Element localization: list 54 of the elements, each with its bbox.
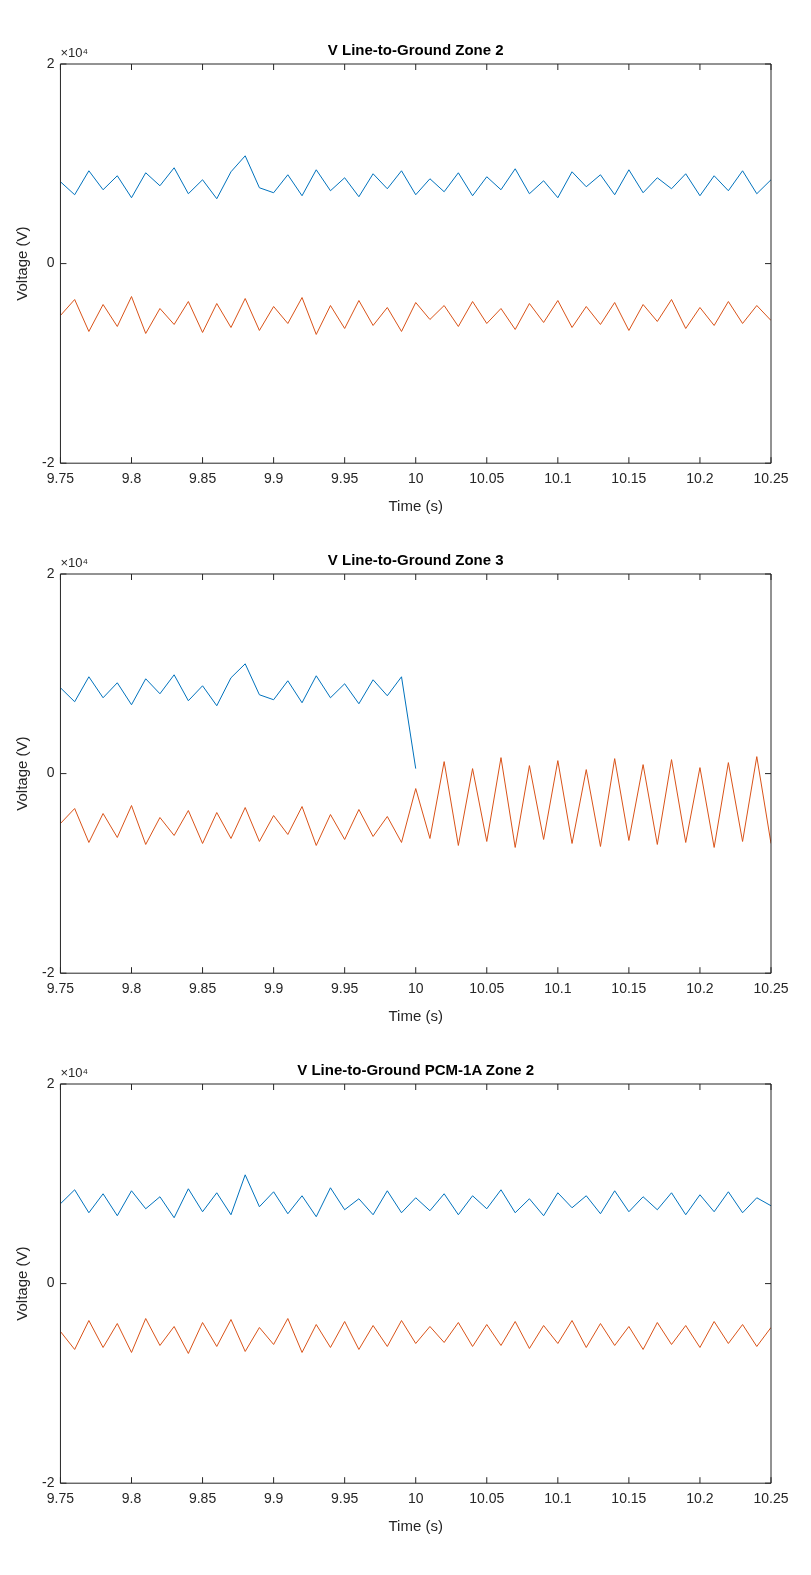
x-tick-label: 9.9: [263, 1490, 284, 1507]
x-tick-label: 10.15: [611, 980, 647, 997]
text: ×10⁴: [60, 1065, 89, 1081]
chart-title: V Line-to-Ground Zone 3: [327, 550, 504, 568]
x-tick-label: 9.95: [331, 980, 359, 997]
x-tick-label: 10.1: [544, 1490, 572, 1507]
x-tick-label: 10.05: [469, 980, 505, 997]
x-tick-label: 10.05: [469, 470, 505, 487]
x-tick-label: 10.15: [611, 1490, 647, 1507]
x-tick-label: 9.75: [46, 980, 75, 997]
x-axis-title: Time (s): [388, 1517, 443, 1535]
x-tick-label: 10: [407, 1490, 424, 1507]
x-axis-title: Time (s): [388, 1007, 443, 1025]
x-tick-label: 10.1: [544, 470, 572, 487]
y-tick-label: 0: [46, 764, 55, 781]
x-tick-label: 10.05: [469, 1490, 505, 1507]
y-tick-label: -2: [42, 454, 55, 471]
x-tick-label: 10.2: [686, 470, 714, 487]
x-tick-label: 9.95: [331, 1490, 359, 1507]
y-tick-label: -2: [42, 964, 55, 981]
x-tick-label: 10.25: [753, 470, 789, 487]
x-tick-label: 10: [407, 470, 424, 487]
x-tick-label: 9.9: [263, 980, 284, 997]
x-tick-label: 10.2: [686, 980, 714, 997]
y-tick-label: 0: [46, 254, 55, 271]
chart-title: V Line-to-Ground Zone 2: [327, 40, 504, 58]
y-axis-title: Voltage (V): [13, 736, 31, 811]
x-axis-title: Time (s): [388, 497, 443, 515]
x-tick-label: 9.95: [331, 470, 359, 487]
x-tick-label: 9.85: [188, 1490, 217, 1507]
x-tick-label: 10.15: [611, 470, 647, 487]
x-tick-label: 9.8: [121, 470, 142, 487]
text: ×10⁴: [60, 555, 89, 571]
x-tick-label: 9.75: [46, 470, 75, 487]
y-tick-label: -2: [42, 1474, 55, 1491]
y-tick-label: 2: [46, 1074, 55, 1091]
x-tick-label: 10.25: [753, 1490, 789, 1507]
y-axis-title: Voltage (V): [13, 1246, 31, 1321]
y-tick-label: 2: [46, 564, 55, 581]
x-tick-label: 10.2: [686, 1490, 714, 1507]
x-tick-label: 10: [407, 980, 424, 997]
chart-title: V Line-to-Ground PCM-1A Zone 2: [297, 1060, 535, 1078]
x-tick-label: 10.1: [544, 980, 572, 997]
x-tick-label: 9.85: [188, 470, 217, 487]
x-tick-label: 9.9: [263, 470, 284, 487]
x-tick-label: 9.8: [121, 980, 142, 997]
x-tick-label: 9.85: [188, 980, 217, 997]
x-tick-label: 9.8: [121, 1490, 142, 1507]
x-tick-label: 10.25: [753, 980, 789, 997]
y-tick-label: 0: [46, 1274, 55, 1291]
x-tick-label: 9.75: [46, 1490, 75, 1507]
y-tick-label: 2: [46, 54, 55, 71]
text: ×10⁴: [60, 45, 89, 61]
y-axis-title: Voltage (V): [13, 226, 31, 301]
